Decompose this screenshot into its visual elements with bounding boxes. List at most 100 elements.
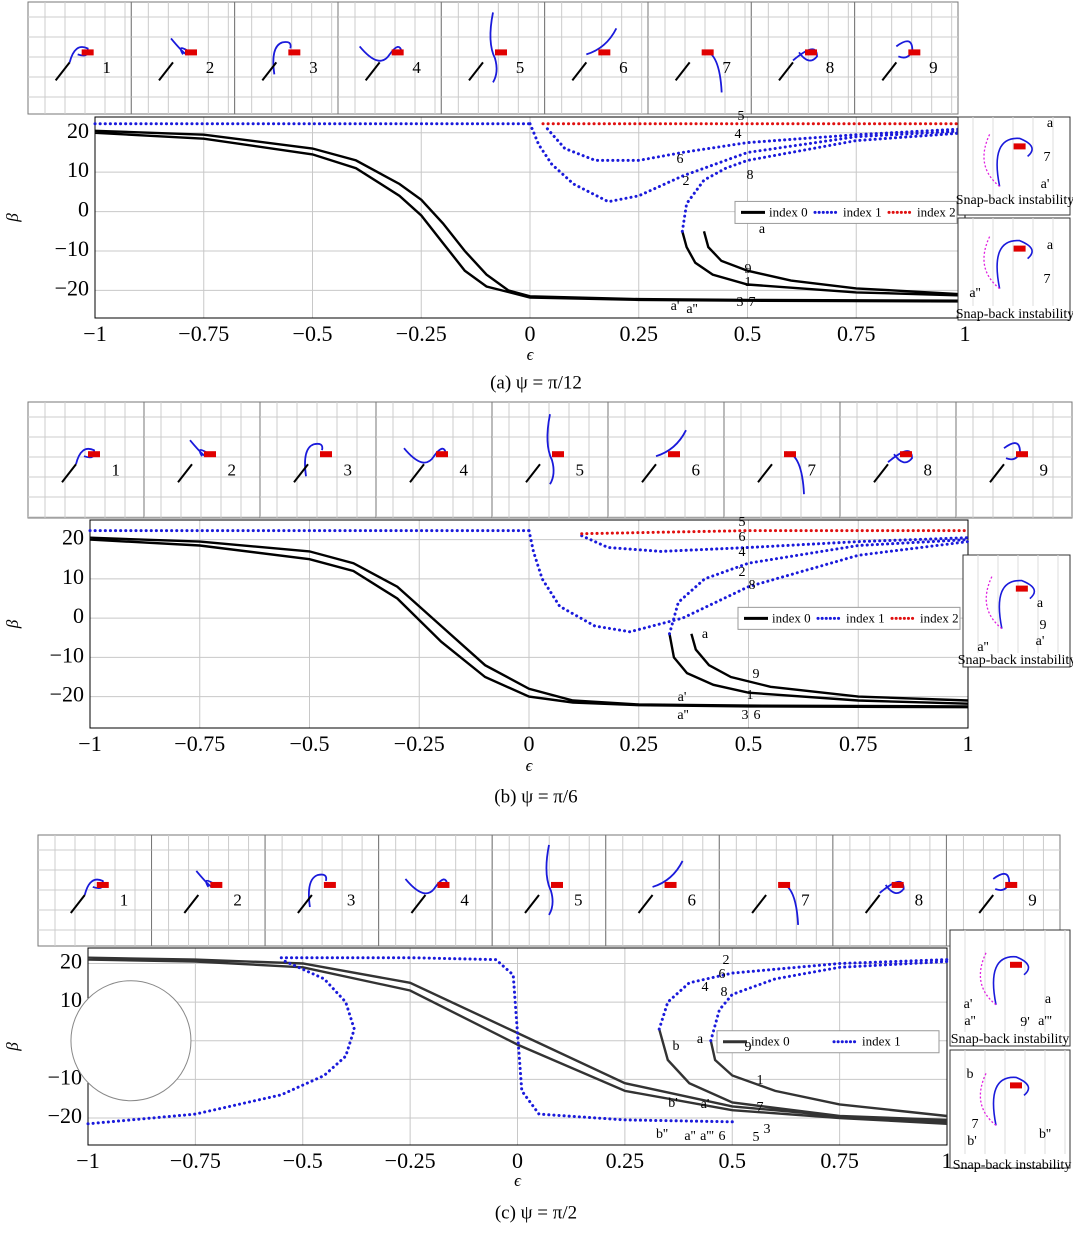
x-tick-label: −0.25 xyxy=(394,731,445,756)
rod-end xyxy=(524,894,540,914)
rod-end xyxy=(468,61,484,82)
clamp xyxy=(598,49,611,56)
x-tick-label: −0.25 xyxy=(385,1148,436,1173)
clamp xyxy=(437,881,450,888)
clamp xyxy=(908,49,921,56)
annotation: a' xyxy=(1041,177,1050,192)
rod-end xyxy=(409,463,425,483)
thumbnail-label: 9 xyxy=(929,58,938,77)
y-tick-label: 10 xyxy=(62,564,84,589)
thumbnail-label: 7 xyxy=(808,461,817,480)
thumbnail-label: 1 xyxy=(102,58,111,77)
y-tick-label: 0 xyxy=(78,197,89,222)
annotation: b' xyxy=(668,1096,678,1111)
annotation: 2 xyxy=(723,953,730,968)
y-axis-label: β xyxy=(3,213,22,223)
thumbnail: 5 xyxy=(491,834,607,947)
thumbnail-label: 5 xyxy=(574,891,583,910)
legend-label: index 0 xyxy=(751,1034,790,1049)
annotation: 5 xyxy=(753,1130,760,1145)
rod-shape xyxy=(546,414,555,485)
annotation: a'' xyxy=(686,302,697,317)
x-tick-label: 1 xyxy=(960,321,971,346)
annotation: a'' xyxy=(677,708,688,723)
thumbnail-label: 3 xyxy=(347,891,356,910)
thumbnail-label: 1 xyxy=(120,891,129,910)
annotation: b xyxy=(673,1039,680,1054)
x-tick-label: 1 xyxy=(963,731,974,756)
series-line xyxy=(88,529,970,636)
thumbnail-label: 6 xyxy=(692,461,701,480)
rod-end xyxy=(293,463,309,483)
annotation: a' xyxy=(671,299,680,314)
clamp xyxy=(88,451,100,458)
series-line xyxy=(89,536,969,709)
annotation: Snap-back instability xyxy=(953,1158,1072,1173)
y-tick-label: −20 xyxy=(50,682,84,707)
x-tick-label: −0.75 xyxy=(178,321,229,346)
thumbnail: 8 xyxy=(839,401,957,519)
thumbnail-label: 2 xyxy=(233,891,242,910)
rod-end xyxy=(364,61,381,82)
x-tick-label: 0 xyxy=(512,1148,523,1173)
rod-shape xyxy=(83,878,104,896)
inset-rod xyxy=(996,239,1033,289)
x-tick-label: −1 xyxy=(76,1148,99,1173)
rod-end xyxy=(637,894,654,914)
clamp xyxy=(701,49,714,56)
annotation: 7 xyxy=(757,1100,764,1115)
thumbnail: 9 xyxy=(955,401,1073,519)
annotation: 3 xyxy=(764,1122,771,1137)
clamp xyxy=(323,881,336,888)
clamp xyxy=(668,451,680,458)
rod-shape xyxy=(307,873,328,908)
thumbnail: 3 xyxy=(264,834,380,947)
legend-box xyxy=(737,606,961,630)
annotation: 2 xyxy=(739,565,746,580)
legend-box xyxy=(734,200,958,224)
thumbnail-label: 4 xyxy=(412,58,421,77)
thumbnail: 2 xyxy=(151,834,266,947)
annotation: a xyxy=(697,1032,704,1047)
clamp xyxy=(391,49,404,56)
rod-end xyxy=(525,463,541,483)
rod-shape xyxy=(272,41,292,75)
annotation: a'' xyxy=(964,1014,975,1029)
x-tick-label: −0.75 xyxy=(174,731,225,756)
y-tick-label: −20 xyxy=(48,1103,82,1128)
rod-shape xyxy=(652,860,684,888)
zoom-circle xyxy=(70,980,192,1102)
clamp xyxy=(436,451,448,458)
clamp xyxy=(900,451,912,458)
annotation: a xyxy=(1047,116,1054,131)
inset-rod xyxy=(998,579,1036,629)
clamp xyxy=(1015,585,1028,592)
clamp xyxy=(495,49,507,56)
annotation: 9 xyxy=(745,1040,752,1055)
inset-rod xyxy=(992,955,1030,1005)
inset-frame xyxy=(949,929,1071,1047)
clamp xyxy=(805,49,817,56)
clamp xyxy=(96,881,109,888)
x-tick-label: 0.5 xyxy=(719,1148,747,1173)
annotation: a xyxy=(1037,596,1044,611)
annotation: 9' xyxy=(1020,1015,1030,1030)
rod-end xyxy=(261,61,278,82)
x-tick-label: 0.75 xyxy=(820,1148,859,1173)
annotation: 1 xyxy=(757,1073,764,1088)
thumbnail-label: 7 xyxy=(722,58,731,77)
rod-end xyxy=(778,61,794,82)
annotation: 6 xyxy=(739,530,746,545)
annotation: a' xyxy=(678,690,687,705)
rod-shape xyxy=(403,447,447,464)
rod-shape xyxy=(75,447,96,465)
thumbnail-label: 5 xyxy=(516,58,525,77)
annotation: Snap-back instability xyxy=(956,193,1073,208)
inset-arrow xyxy=(979,952,997,1006)
thumbnail-label: 3 xyxy=(344,461,353,480)
rod-shape xyxy=(545,844,554,916)
rod-end xyxy=(410,894,427,914)
rod-end xyxy=(978,894,995,914)
annotation: 9 xyxy=(745,262,752,277)
annotation: Snap-back instability xyxy=(956,307,1073,322)
